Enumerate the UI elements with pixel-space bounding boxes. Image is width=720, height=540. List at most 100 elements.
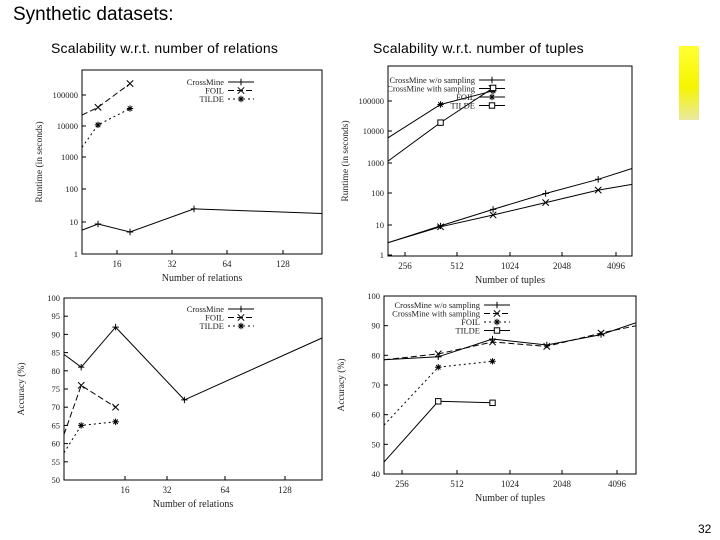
chart-2-ytick-label: 100 xyxy=(371,188,384,198)
chart-4-series-3-line xyxy=(383,360,493,426)
chart-3-series-2-point xyxy=(77,381,85,389)
chart-3-series-2-point xyxy=(112,403,120,411)
chart-3-ytick-label: 60 xyxy=(52,439,61,449)
chart-3-ytick-label: 70 xyxy=(52,402,61,412)
chart-3-legend-marker-2 xyxy=(237,313,245,322)
chart-2-series-4-point xyxy=(489,84,497,92)
chart-4-legend-marker-4 xyxy=(493,327,501,334)
chart-3-legend-marker-1 xyxy=(237,305,245,313)
chart-4-ytick-label: 70 xyxy=(372,380,381,390)
chart-3-ytick-label: 90 xyxy=(52,329,61,339)
chart-4-legend-label-2: CrossMine with sampling xyxy=(392,309,481,319)
chart-4-legend-label-4: TILDE xyxy=(455,326,480,336)
chart-2-xtick-label: 2048 xyxy=(553,261,572,271)
chart-3-xtick-label: 32 xyxy=(163,485,172,495)
chart-1-legend-label-2: FOIL xyxy=(205,86,224,96)
chart-2-ytick-label: 1 xyxy=(380,250,384,260)
chart-1-frame xyxy=(81,69,323,255)
chart-3-series-1-point xyxy=(112,323,119,331)
chart-4-ytick-label: 100 xyxy=(367,291,380,301)
chart-1-ytick-label: 100 xyxy=(65,184,78,194)
chart-2-xtick-label: 4096 xyxy=(607,261,626,271)
slide-title: Synthetic datasets: xyxy=(13,4,174,25)
chart-2-legend-label-1: CrossMine w/o sampling xyxy=(390,75,476,85)
chart-4-xtick-label: 2048 xyxy=(553,479,572,489)
chart-3-ytick-label: 100 xyxy=(47,293,60,303)
chart-4-ytick-label: 40 xyxy=(372,469,381,479)
chart-4-frame xyxy=(383,295,637,475)
chart-2-series-2-point xyxy=(489,211,497,219)
chart-2-ytick-label: 100000 xyxy=(359,96,385,106)
chart-3-ytick-label: 50 xyxy=(52,475,61,485)
chart-2-ylabel: Runtime (in seconds) xyxy=(340,120,351,201)
chart-1-ytick-label: 1000 xyxy=(61,152,78,162)
chart-1-xlabel: Number of relations xyxy=(162,273,243,284)
chart-1-xtick-label: 128 xyxy=(276,259,290,269)
chart-1-series-1-point xyxy=(94,220,102,228)
chart-2-legend-label-2: CrossMine with sampling xyxy=(387,84,476,94)
chart-3-series-3-point xyxy=(78,422,85,429)
chart-1-legend-marker-3 xyxy=(237,95,245,103)
chart-4-series-1-line xyxy=(383,322,637,361)
chart-2-series-3-point xyxy=(437,101,444,108)
chart-2-series-2-line xyxy=(387,183,633,244)
chart-1-legend-label-1: CrossMine xyxy=(187,77,225,87)
chart-3-legend-marker-3 xyxy=(237,322,245,330)
chart-4-series-1-point xyxy=(435,353,442,361)
chart-4-legend-label-3: FOIL xyxy=(461,317,480,327)
chart-4-series-1-point xyxy=(489,335,496,343)
chart-4-legend-marker-2 xyxy=(493,309,501,318)
chart-2-frame xyxy=(387,65,633,257)
chart-4-xtick-label: 256 xyxy=(395,479,409,489)
chart-1-legend-label-3: TILDE xyxy=(199,94,224,104)
chart-4-series-2-point xyxy=(597,329,605,337)
chart-3-xtick-label: 128 xyxy=(278,485,292,495)
chart-4-series-2-point xyxy=(434,350,442,358)
chart-2-series-2-point xyxy=(542,199,550,207)
chart-3-legend-label-1: CrossMine xyxy=(187,304,225,314)
chart-1-series-3-point xyxy=(126,105,134,112)
chart-4-xtick-label: 1024 xyxy=(501,479,520,489)
chart-4-series-2-point xyxy=(488,338,497,346)
chart-1-series-2-point xyxy=(126,80,134,88)
chart-1-legend-marker-1 xyxy=(237,78,245,86)
chart-1-series-1-point xyxy=(126,228,134,236)
chart-4-xtick-label: 4096 xyxy=(608,479,627,489)
chart-2-series-1-point xyxy=(489,206,497,213)
chart-2-xtick-label: 256 xyxy=(398,261,412,271)
chart-2-series-1-line xyxy=(387,168,633,244)
chart-4-series-4-point xyxy=(435,398,442,405)
chart-3-series-1-point xyxy=(78,363,85,371)
chart-3-legend-label-3: TILDE xyxy=(199,321,224,331)
chart-3-ylabel: Accuracy (%) xyxy=(16,362,27,415)
chart-2-ytick-label: 1000 xyxy=(367,158,384,168)
chart-3-xlabel: Number of relations xyxy=(153,499,234,510)
chart-2-ytick-label: 10000 xyxy=(363,126,384,136)
chart-4-ytick-label: 90 xyxy=(372,321,381,331)
chart-1-ylabel: Runtime (in seconds) xyxy=(34,121,45,202)
chart-4-ytick-label: 80 xyxy=(372,350,381,360)
chart-2-series-2-point xyxy=(594,186,602,194)
chart-4-xlabel: Number of tuples xyxy=(475,493,545,504)
chart-4-legend-label-1: CrossMine w/o sampling xyxy=(395,300,481,310)
chart-1-series-1-point xyxy=(190,205,198,213)
chart-2-legend-marker-4 xyxy=(488,102,496,109)
chart-3-ytick-label: 80 xyxy=(52,366,61,376)
chart-4-xtick-label: 512 xyxy=(450,479,464,489)
chart-2-xtick-label: 512 xyxy=(450,261,464,271)
chart-1-xtick-label: 16 xyxy=(113,259,123,269)
chart-4-ylabel: Accuracy (%) xyxy=(336,358,347,411)
chart-3-series-3-point xyxy=(112,418,119,425)
subtitle-tuples: Scalability w.r.t. number of tuples xyxy=(373,40,584,56)
chart-2-legend-marker-3 xyxy=(488,93,496,101)
chart-3-ytick-label: 75 xyxy=(52,384,61,394)
chart-3-frame xyxy=(63,297,323,481)
chart-1-ytick-label: 1 xyxy=(74,249,78,259)
chart-2-legend-label-4: TILDE xyxy=(450,101,475,111)
chart-1-ytick-label: 10 xyxy=(70,217,79,227)
chart-2-legend-marker-1 xyxy=(488,76,496,84)
chart-1-legend-marker-2 xyxy=(237,86,245,95)
chart-4-legend-marker-1 xyxy=(493,301,501,309)
chart-2-series-4-point xyxy=(437,119,444,126)
